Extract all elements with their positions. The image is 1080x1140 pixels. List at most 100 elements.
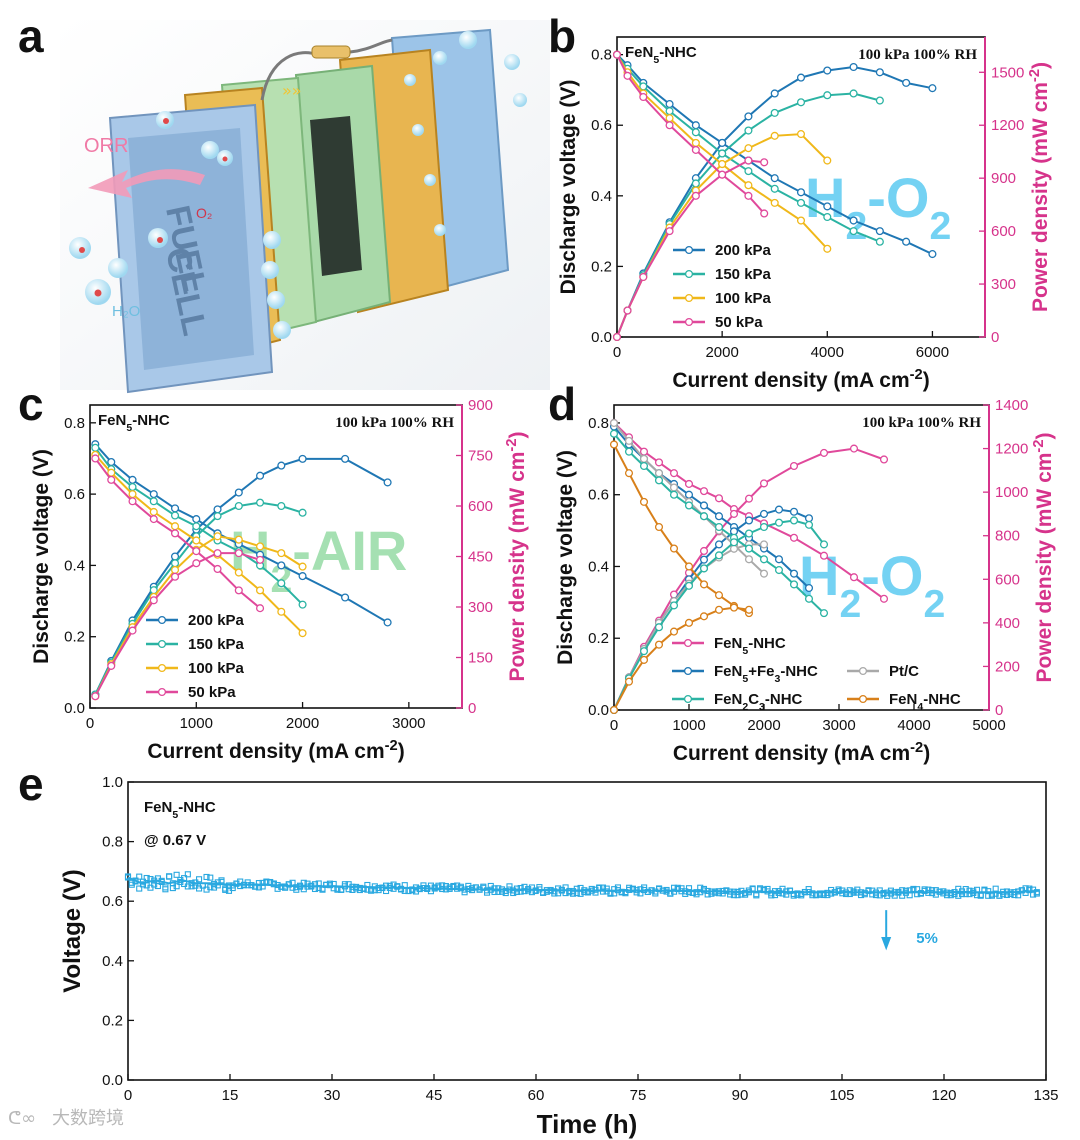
series-200-kpa-voltage-line [616, 53, 933, 256]
y2-tick-label: 400 [995, 615, 1020, 632]
series-50-kpa-voltage-point [107, 475, 116, 484]
stability-point [323, 881, 330, 888]
stability-point [865, 887, 872, 894]
y2-tick-label: 450 [468, 549, 493, 566]
series-200-kpa-power-point [770, 89, 779, 98]
x-tick-label: 15 [222, 1087, 239, 1104]
series-50-kpa-voltage-point [760, 209, 769, 218]
x-tick-label: 90 [732, 1087, 749, 1104]
series-fen5-nhc-power-point [759, 479, 769, 488]
series-100-kpa-voltage-point [796, 216, 806, 225]
y-tick-label: 0.0 [588, 702, 609, 719]
y2-tick-label: 1400 [995, 397, 1028, 414]
series-150-kpa-voltage-point [796, 198, 806, 207]
series-150-kpa-power-point [213, 512, 222, 521]
series-fen5-fe3-nhc-voltage-point [789, 569, 799, 578]
series-150-kpa-voltage-point [875, 237, 884, 246]
series-200-kpa-power-point [875, 68, 884, 77]
series-100-kpa-voltage-point [665, 114, 674, 123]
series-fen5-nhc-power-point [849, 444, 859, 453]
legend-150-kpa-marker [157, 639, 167, 649]
legend-fen5-fe3-nhc-marker [683, 666, 693, 676]
stability-point [368, 887, 375, 894]
series-100-kpa-power-point [718, 160, 727, 169]
series-50-kpa-power-point [256, 555, 265, 564]
stability-point [1033, 889, 1040, 896]
series-200-kpa-voltage-point [341, 593, 350, 602]
series-50-kpa-power-point [665, 227, 674, 236]
series-fen5-nhc-voltage-point [879, 594, 889, 603]
series-200-kpa-voltage-point [192, 515, 201, 524]
series-fen5-nhc-voltage-point [669, 469, 679, 478]
y-tick-label: 0.0 [591, 329, 612, 346]
legend-fen2c3-nhc-text: FeN2C3-NHC [714, 691, 803, 713]
stability-point [757, 885, 764, 892]
panel-label-b: b [548, 10, 576, 62]
y2-tick-label: 0 [995, 702, 1003, 719]
x-tick-label: 4000 [897, 717, 930, 734]
x-axis-label: Current density (mA cm-2) [672, 367, 929, 392]
series-fen5-fe3-nhc-power-point [744, 516, 754, 525]
y-axis-label: Discharge voltage (V) [554, 450, 577, 665]
legend-200-kpa-text: 200 kPa [188, 612, 245, 629]
y-tick-label: 1.0 [102, 774, 123, 791]
series-fen5-nhc-power-point [699, 546, 709, 556]
series-fen2c3-nhc-power-point [804, 520, 814, 529]
stability-point [816, 890, 823, 897]
series-fen2c3-nhc-voltage-point [744, 544, 754, 553]
series-fen2c3-nhc-voltage-point [819, 609, 829, 618]
stability-point [446, 884, 453, 891]
series-150-kpa-power-point [823, 91, 832, 100]
series-fen2c3-nhc-power-point [654, 623, 664, 632]
o2-label: O₂ [196, 205, 212, 221]
stability-point [902, 887, 909, 894]
panel-d-catalyst-comparison: 0 1000 2000 3000 4000 5000 0.0 0.2 0.4 0.6 0.8 0 200… [548, 378, 1056, 765]
sample-label: FeN5-NHC [625, 44, 697, 66]
series-50-kpa-power-point [128, 626, 137, 635]
stability-point [734, 892, 741, 899]
series-fen2c3-nhc-power-point [699, 564, 709, 573]
series-100-kpa-voltage-point [149, 507, 158, 516]
series-fen4-nhc-power-point [624, 677, 634, 686]
stability-point [184, 871, 191, 878]
series-100-kpa-power-point [256, 542, 265, 551]
x-axis-label: Time (h) [537, 1109, 638, 1139]
stability-point [207, 884, 214, 891]
series-200-kpa-voltage-point [383, 618, 392, 627]
series-fen5-fe3-nhc-voltage-point [699, 501, 709, 510]
x-tick-label: 4000 [811, 344, 844, 361]
series-fen2c3-nhc-power-point [744, 529, 754, 538]
panel-label-a: a [18, 10, 44, 62]
series-50-kpa-power-point [744, 156, 753, 165]
series-fen5-fe3-nhc-voltage-point [774, 555, 784, 564]
panel-label-c: c [18, 378, 44, 430]
series-fen2c3-nhc-voltage-point [609, 429, 619, 438]
series-fen5-nhc-power-point [879, 455, 889, 464]
series-fen5-fe3-nhc-power-point [789, 507, 799, 516]
series-fen4-nhc-voltage-point [609, 440, 619, 449]
legend-pt-c-marker [858, 666, 868, 676]
series-100-kpa-voltage-point [298, 629, 307, 638]
series-fen2c3-nhc-power-point [669, 601, 679, 610]
plot-frame [616, 36, 986, 338]
stability-point [203, 873, 210, 881]
series-200-kpa-power-point [902, 78, 911, 87]
plot-frame [127, 781, 1047, 1081]
series-fen4-nhc-voltage-point [669, 544, 679, 553]
stability-point [300, 879, 307, 886]
series-fen4-nhc-power-point [609, 705, 619, 715]
stability-point [136, 885, 143, 892]
series-200-kpa-power-point [849, 62, 858, 72]
y-tick-label: 0.8 [64, 415, 85, 432]
series-fen5-nhc-power-point [819, 448, 829, 457]
series-fen4-nhc-power-line [613, 606, 750, 711]
panel-b-h2-o2-pressure: 0 2000 4000 6000 0.0 0.2 0.4 0.6 0.8 0 300 600 900 12… [548, 10, 1052, 392]
stability-point [730, 892, 737, 899]
series-100-kpa-power-point [796, 130, 806, 139]
y2-tick-label: 750 [468, 448, 493, 465]
sample-label: FeN5-NHC [144, 799, 216, 821]
series-200-kpa-power-point [234, 488, 243, 497]
series-150-kpa-voltage-point [691, 128, 700, 137]
series-150-kpa-voltage-point [770, 184, 779, 193]
series-fen2c3-nhc-power-point [759, 522, 769, 532]
